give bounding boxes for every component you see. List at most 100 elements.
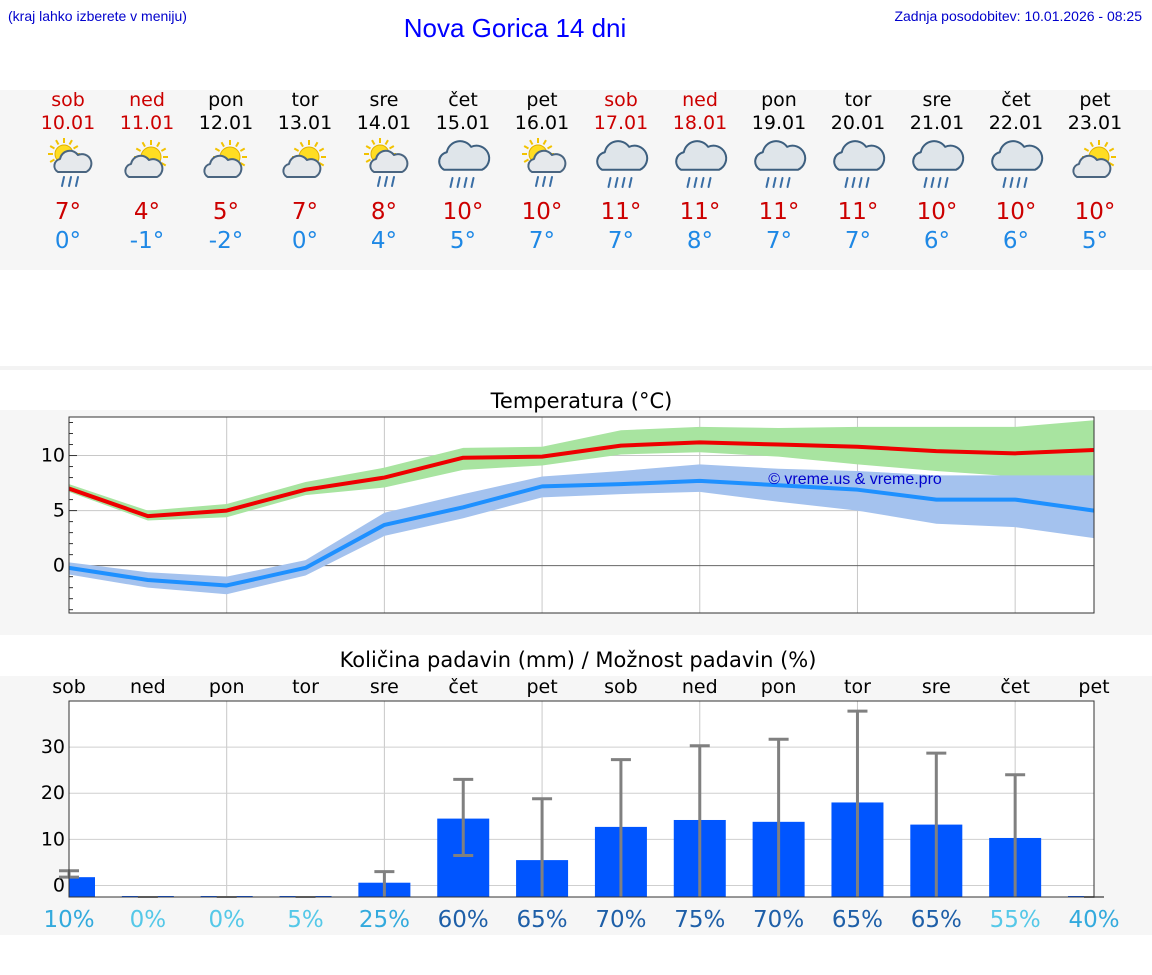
precip-day-label: tor [292,676,319,698]
rain-drop [1002,177,1007,188]
sun-ray [239,147,246,152]
rain-drop [628,177,633,188]
day-tmax: 7° [55,199,81,225]
rain-drop [542,176,546,187]
precip-probability: 10% [43,907,94,933]
precip-probability: 0% [130,907,167,933]
rain-cloud-icon [833,140,886,188]
precip-bar [69,877,95,897]
rain-drop [449,177,454,188]
rain-drop [786,177,791,188]
rain-drop [470,177,475,188]
sun-ray [1083,147,1090,152]
temp-ytick-label: 0 [53,555,65,577]
sun-cloud-icon [282,140,326,178]
sun-ray [384,139,389,145]
min-temp-band [69,464,1094,595]
precip-probability: 65% [832,907,883,933]
sun-ray [365,145,371,150]
precip-day-label: pet [526,676,557,698]
sun-ray [73,145,79,150]
precip-errorbar [768,737,789,897]
rain-drop [923,177,928,188]
cloud-shape [991,140,1044,171]
sun-ray [1108,162,1115,167]
day-weekday: tor [845,89,872,111]
sun-ray [220,141,225,148]
precip-day-label: pet [1078,676,1109,698]
rain-cloud-icon [754,140,807,188]
day-tmin: 6° [1003,228,1029,254]
day-tmax: 10° [522,199,563,225]
precip-errorbar [453,777,474,857]
day-tmax: 10° [443,199,484,225]
precip-errorbar [610,758,631,897]
day-tmin: -1° [130,228,164,254]
cloud-shape [124,154,164,178]
precip-ytick-label: 20 [41,782,65,804]
day-tmin: 7° [766,228,792,254]
precip-probability: 0% [208,907,245,933]
sun-ray [542,139,547,145]
precip-probability: 65% [911,907,962,933]
day-tmin: 5° [450,228,476,254]
rain-drop [61,176,65,187]
sun-ray [1089,141,1094,148]
day-date: 10.01 [41,112,95,134]
rain-cloud-icon [912,140,965,188]
precip-probability: 25% [359,907,410,933]
cloud-shape [833,140,886,171]
rain-drop [1009,177,1014,188]
precip-errorbar [374,870,395,897]
day-date: 23.01 [1068,112,1122,134]
precip-plot-frame [68,700,1095,898]
rain-drop [858,177,863,188]
rain-drop [75,176,79,187]
cloud-shape [527,149,567,173]
rain-drop [463,177,468,188]
rain-drop [456,177,461,188]
rain-drop [707,177,712,188]
day-weekday: pon [208,89,244,111]
rain-drop [779,177,784,188]
sun-ray [239,162,246,167]
cloud-shape [754,140,807,171]
precip-day-label: sob [604,676,638,698]
precip-day-label: čet [1000,676,1030,698]
sun-ray [49,145,55,150]
rain-drop [607,177,612,188]
sun-ray [318,147,325,152]
rain-cloud-icon [675,140,728,188]
cloud-shape [282,154,322,178]
day-weekday: sob [604,89,638,111]
forecast-row: sob10.017°0°ned11.014°-1°pon12.015°-2°to… [41,89,1122,254]
day-tmax: 10° [996,199,1037,225]
sun-ray [299,141,304,148]
sun-cloud-rain-icon [364,138,409,187]
day-weekday: čet [1001,89,1031,111]
rain-drop [68,176,72,187]
day-weekday: sob [51,89,85,111]
rain-drop [384,176,388,187]
rain-drop [844,177,849,188]
precip-probability: 70% [753,907,804,933]
day-date: 12.01 [199,112,253,134]
sun-ray [214,147,221,152]
day-tmin: 5° [1082,228,1108,254]
precip-probability: 70% [595,907,646,933]
day-weekday: pon [761,89,797,111]
day-weekday: čet [448,89,478,111]
precip-chart-title: Količina padavin (mm) / Možnost padavin … [340,648,817,672]
rain-drop [693,177,698,188]
precip-probability: 65% [517,907,568,933]
cloud-shape [1072,154,1112,178]
day-weekday: ned [129,89,165,111]
sun-ray [314,141,319,148]
day-date: 16.01 [515,112,569,134]
